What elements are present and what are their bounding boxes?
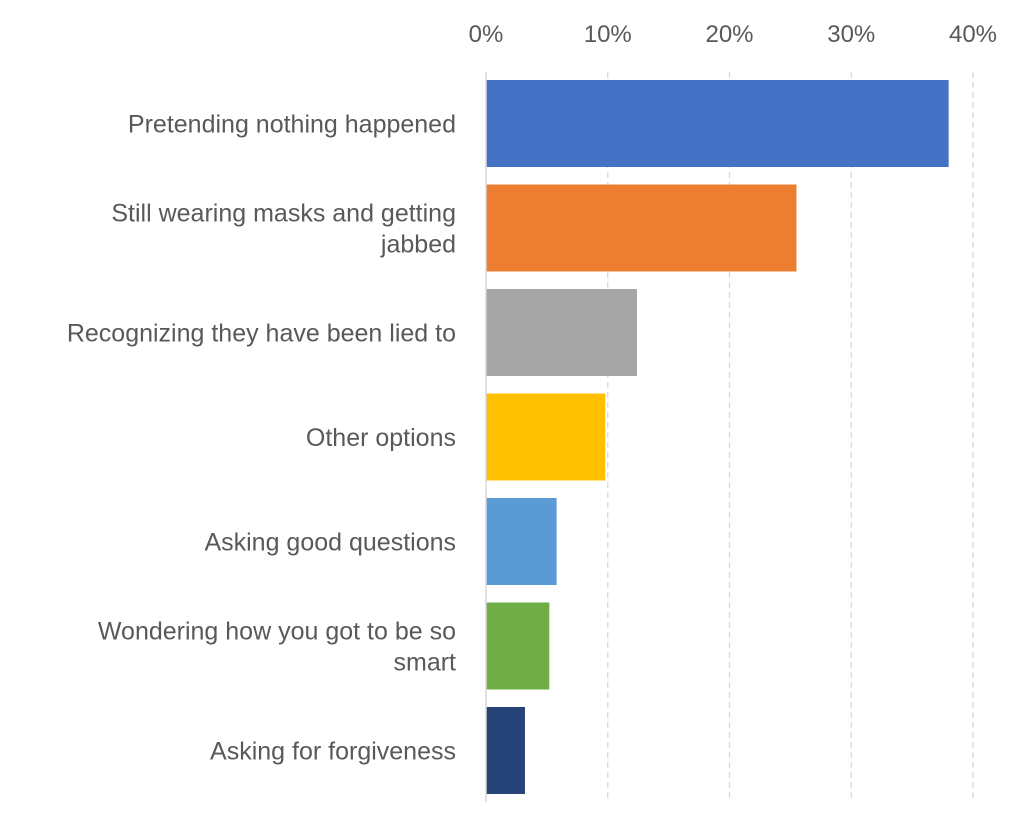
category-label: Wondering how you got to be so smart	[98, 618, 456, 677]
bar	[486, 602, 550, 690]
bar	[486, 707, 525, 794]
category-label-line: Wondering how you got to be so	[98, 618, 456, 646]
category-label: Asking good questions	[204, 529, 456, 557]
bar	[486, 289, 637, 376]
category-label: Other options	[306, 424, 456, 452]
category-label-line: Other options	[306, 424, 456, 452]
bar	[486, 80, 949, 167]
category-label-line: Still wearing masks and getting	[111, 200, 456, 228]
category-label: Recognizing they have been lied to	[67, 320, 456, 348]
x-axis-ticks: 0% 10% 20% 30% 40%	[469, 21, 997, 48]
bar	[486, 393, 606, 481]
grid-lines	[607, 72, 974, 802]
category-label-line: jabbed	[380, 231, 456, 259]
category-label-line: Asking good questions	[204, 529, 456, 557]
bars	[486, 80, 949, 794]
category-label: Pretending nothing happened	[128, 111, 456, 139]
category-label-line: smart	[394, 649, 457, 677]
category-label-line: Asking for forgiveness	[210, 738, 456, 766]
x-tick-label: 10%	[584, 21, 632, 48]
bar	[486, 184, 797, 272]
x-tick-label: 20%	[705, 21, 753, 48]
x-tick-label: 30%	[827, 21, 875, 48]
category-label: Asking for forgiveness	[210, 738, 456, 766]
category-label: Still wearing masks and getting jabbed	[111, 200, 456, 259]
bar	[486, 498, 557, 585]
x-tick-label: 0%	[469, 21, 504, 48]
category-label-line: Pretending nothing happened	[128, 111, 456, 139]
x-tick-label: 40%	[949, 21, 997, 48]
category-label-line: Recognizing they have been lied to	[67, 320, 456, 348]
category-labels: Pretending nothing happened Still wearing…	[67, 111, 456, 766]
